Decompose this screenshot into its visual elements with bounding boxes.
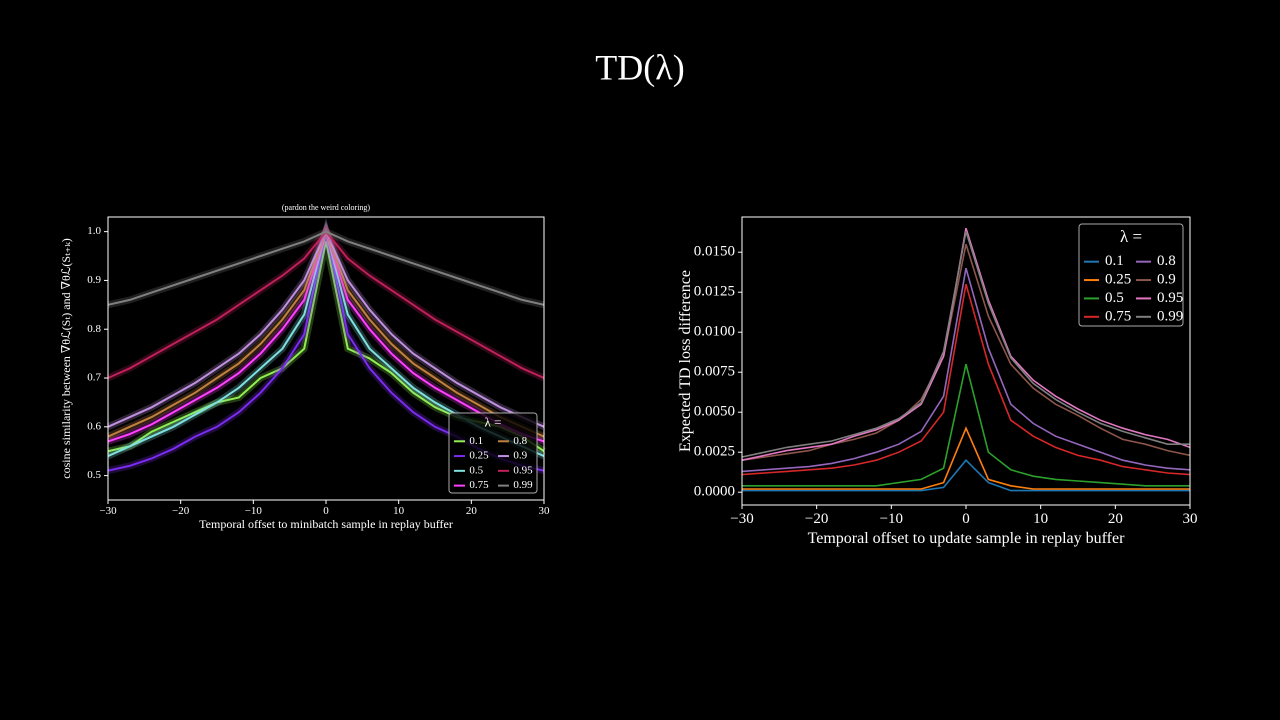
y-tick-label: 0.0050 [694, 404, 735, 420]
y-tick-label: 0.0000 [694, 484, 735, 500]
x-tick-label: 20 [466, 505, 478, 517]
series-line [107, 230, 545, 306]
legend-title: λ = [1120, 227, 1142, 246]
series-line [741, 283, 1191, 476]
legend-label: 0.5 [1105, 290, 1124, 306]
legend-label: 0.1 [1105, 253, 1124, 269]
y-axis-label: cosine similarity between ∇θℒ(Sₜ) and ∇θ… [59, 238, 73, 478]
legend-label: 0.75 [469, 479, 489, 491]
y-tick-label: 0.5 [87, 469, 101, 481]
y-tick-label: 0.0100 [694, 324, 735, 340]
x-tick-label: 20 [1108, 511, 1123, 527]
y-tick-label: 0.9 [87, 274, 101, 286]
x-axis-label: Temporal offset to minibatch sample in r… [199, 517, 453, 531]
slide-title: TD(λ) [595, 47, 684, 87]
series-line [742, 364, 1190, 487]
legend-label: 0.1 [469, 435, 483, 447]
x-tick-label: 10 [1033, 511, 1048, 527]
x-tick-label: 30 [1183, 511, 1198, 527]
legend-label: 0.99 [513, 479, 533, 491]
legend-box [448, 412, 538, 494]
x-tick-label: −10 [245, 505, 263, 517]
legend-label: 0.99 [1157, 308, 1183, 324]
legend-box [1078, 223, 1184, 327]
legend-label: 0.8 [513, 435, 527, 447]
legend-label: 0.95 [1157, 290, 1183, 306]
y-tick-label: 0.6 [87, 420, 101, 432]
legend-title: λ = [485, 414, 502, 429]
x-tick-label: −20 [172, 505, 190, 517]
x-tick-label: 0 [323, 505, 329, 517]
legend-label: 0.25 [1105, 272, 1131, 288]
x-tick-label: −30 [730, 511, 753, 527]
y-tick-label: 0.0125 [694, 284, 735, 300]
chart: (pardon the weird coloring) −30 −20 −10 0 10 2… [59, 203, 550, 531]
series-line [741, 267, 1191, 473]
x-axis-label: Temporal offset to update sample in repl… [808, 530, 1126, 547]
y-tick-label: 0.0025 [694, 444, 735, 460]
y-tick-label: 0.8 [87, 323, 101, 335]
legend-label: 0.8 [1157, 253, 1176, 269]
x-tick-label: 10 [393, 505, 405, 517]
series-line [742, 459, 1190, 492]
series-line [741, 227, 1191, 461]
chart: −30 −20 −10 0 10 20 30 0.0000 0.0025 0.0050 0.0075… [677, 216, 1198, 547]
series-line [742, 426, 1190, 490]
axes-frame [107, 216, 545, 501]
y-tick-label: 0.0150 [694, 244, 735, 260]
x-tick-label: 0 [962, 511, 970, 527]
x-tick-label: −10 [880, 511, 903, 527]
legend-label: 0.95 [513, 464, 533, 476]
series-line [741, 243, 1191, 461]
axes-frame [741, 216, 1191, 506]
x-tick-label: −30 [99, 505, 117, 517]
legend-label: 0.9 [513, 450, 527, 462]
legend-label: 0.25 [469, 450, 489, 462]
y-tick-label: 0.7 [87, 372, 101, 384]
x-tick-label: −20 [805, 511, 828, 527]
legend-label: 0.5 [469, 464, 483, 476]
legend-label: 0.75 [1105, 308, 1131, 324]
x-tick-label: 30 [539, 505, 551, 517]
y-tick-label: 1.0 [87, 225, 101, 237]
series-line [741, 231, 1190, 458]
legend-label: 0.9 [1157, 272, 1176, 288]
y-axis-label: Expected TD loss difference [677, 270, 694, 452]
y-tick-label: 0.0075 [694, 364, 735, 380]
chart-title: (pardon the weird coloring) [282, 203, 371, 212]
